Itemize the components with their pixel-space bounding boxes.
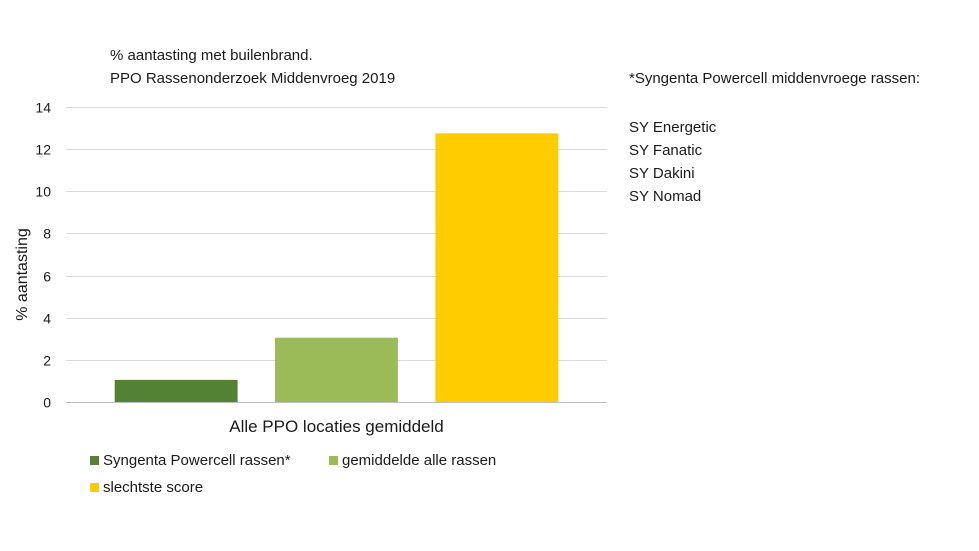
y-tick-label: 2 [43,353,51,369]
y-tick-label: 4 [43,311,51,327]
y-tick-label: 6 [43,269,51,285]
x-category-label: Alle PPO locaties gemiddeld [229,417,444,436]
y-tick-label: 14 [35,100,51,116]
legend-label-average: gemiddelde alle rassen [342,452,497,469]
legend-item-average: gemiddelde alle rassen [329,452,496,469]
note-heading: *Syngenta Powercell middenvroege rassen: [629,70,920,87]
y-tick-label: 0 [43,395,51,411]
legend-swatch-average [329,456,338,465]
y-axis-label: % aantasting [14,228,31,321]
note-variety-list: SY Energetic SY Fanatic SY Dakini SY Nom… [629,116,716,208]
chart-subtitle: PPO Rassenonderzoek Middenvroeg 2019 [110,70,396,87]
legend-label-worst: slechtste score [103,479,204,496]
y-tick-label: 8 [43,226,51,242]
chart-title: % aantasting met builenbrand. [110,47,313,64]
bar [275,337,398,402]
note-variety-item: SY Nomad [629,188,702,205]
y-tick-label: 12 [35,142,51,158]
legend-item-worst: slechtste score [90,479,203,496]
bar [435,133,559,403]
note-variety-item: SY Energetic [629,119,717,136]
legend-label-powercell: Syngenta Powercell rassen* [103,452,291,469]
note-variety-item: SY Dakini [629,165,695,182]
note-variety-item: SY Fanatic [629,142,703,159]
legend-swatch-worst [90,483,99,492]
legend-swatch-powercell [90,456,99,465]
y-tick-label: 10 [35,184,51,200]
legend-item-powercell: Syngenta Powercell rassen* [90,452,291,469]
bar [114,379,238,402]
